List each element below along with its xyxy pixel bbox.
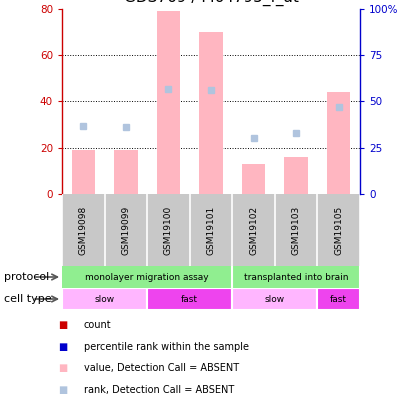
Bar (147, 288, 232, 310)
Text: fast: fast (330, 294, 347, 303)
Bar (199, 32, 223, 194)
Text: GSM19102: GSM19102 (249, 205, 258, 255)
Text: GSM19099: GSM19099 (121, 205, 131, 255)
Text: ■: ■ (58, 342, 67, 352)
Text: ■: ■ (58, 320, 67, 330)
Text: slow: slow (265, 294, 285, 303)
Text: protocol: protocol (4, 272, 49, 282)
Bar (242, 164, 265, 194)
Text: GSM19103: GSM19103 (292, 205, 300, 255)
Text: GSM19101: GSM19101 (207, 205, 215, 255)
Text: GSM19100: GSM19100 (164, 205, 173, 255)
Bar (157, 11, 180, 194)
Bar (318, 288, 360, 310)
Title: GDS769 / M64795_f_at: GDS769 / M64795_f_at (123, 0, 298, 6)
Text: ■: ■ (58, 385, 67, 395)
Text: count: count (84, 320, 111, 330)
Text: slow: slow (94, 294, 115, 303)
Bar (72, 150, 95, 194)
Text: ■: ■ (58, 363, 67, 373)
Text: cell type: cell type (4, 294, 52, 304)
Text: GSM19098: GSM19098 (79, 205, 88, 255)
Bar (232, 288, 318, 310)
Bar (62, 288, 147, 310)
Bar (285, 157, 308, 194)
Text: fast: fast (181, 294, 198, 303)
Bar (327, 92, 350, 194)
Text: percentile rank within the sample: percentile rank within the sample (84, 342, 249, 352)
Text: value, Detection Call = ABSENT: value, Detection Call = ABSENT (84, 363, 239, 373)
Text: GSM19105: GSM19105 (334, 205, 343, 255)
Text: transplanted into brain: transplanted into brain (244, 273, 348, 281)
Text: rank, Detection Call = ABSENT: rank, Detection Call = ABSENT (84, 385, 234, 395)
Text: monolayer migration assay: monolayer migration assay (85, 273, 209, 281)
Bar (114, 150, 138, 194)
